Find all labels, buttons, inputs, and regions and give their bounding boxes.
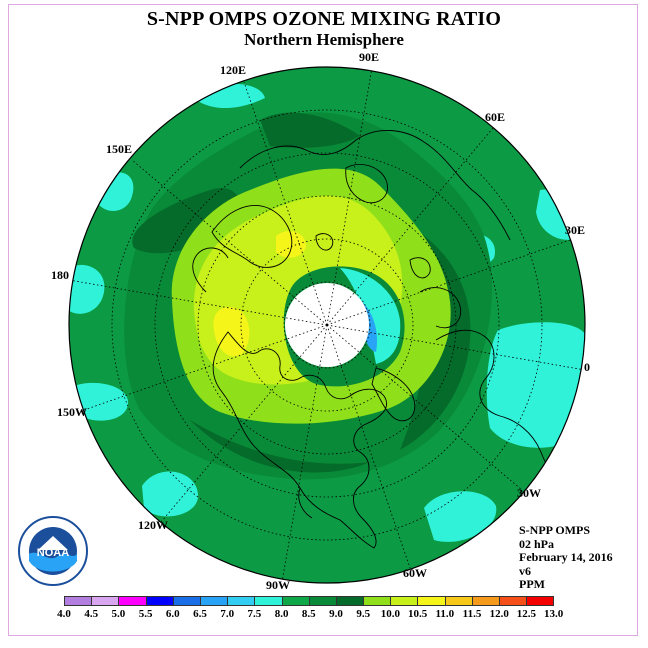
colorbar-swatch	[227, 596, 256, 606]
colorbar-swatch	[499, 596, 528, 606]
map-boundary	[68, 66, 586, 584]
ozone-contour-9	[190, 420, 370, 473]
colorbar-swatch	[172, 596, 201, 606]
colorbar-tick-label: 6.0	[165, 608, 180, 620]
longitude-label-60w: 60W	[403, 566, 427, 580]
longitude-label-150e: 150E	[106, 142, 133, 156]
ozone-patch-7.5-8	[486, 322, 585, 448]
noaa-logo: NOAA	[18, 516, 88, 586]
colorbar-swatch	[199, 596, 229, 606]
pressure-level-text: 02 hPa	[519, 536, 555, 551]
colorbar-tick-label: 5.0	[111, 608, 126, 620]
units-text: PPM	[519, 577, 545, 591]
version-text: v6	[519, 563, 531, 578]
colorbar-tick-label: 13.0	[543, 608, 564, 620]
map-subtitle: Northern Hemisphere	[244, 30, 404, 49]
coastlines	[192, 130, 577, 549]
longitude-label-60e: 60E	[485, 110, 506, 124]
colorbar-swatch	[363, 596, 392, 606]
colorbar-tick-label: 10.5	[407, 608, 428, 620]
ozone-patch-7.5-8	[424, 491, 497, 542]
longitude-label-90e: 90E	[359, 50, 380, 64]
colorbar-swatch	[91, 596, 120, 606]
latitude-circles	[111, 109, 543, 541]
colorbar-swatch	[335, 596, 365, 606]
ozone-patch-7.5-8	[69, 265, 105, 314]
colorbar-tick-label: 4.5	[84, 608, 99, 620]
colorbar-swatch	[64, 596, 93, 606]
colorbar-swatch	[254, 596, 283, 606]
longitude-label-30e: 30E	[565, 223, 586, 237]
colorbar-swatch	[417, 596, 446, 606]
meridians	[69, 67, 585, 583]
colorbar-tick-label: 8.0	[274, 608, 289, 620]
colorbar-tick-label: 5.5	[138, 608, 153, 620]
ozone-patch-7.5-8	[90, 172, 134, 211]
colorbar-swatch	[118, 596, 147, 606]
colorbar-swatch	[308, 596, 337, 606]
ozone-max-10-10.5	[276, 231, 306, 258]
colorbar-swatch	[444, 596, 473, 606]
noaa-logo-text: NOAA	[37, 547, 69, 559]
ozone-contour-9	[260, 112, 360, 148]
longitude-label-180: 180	[51, 268, 69, 282]
ozone-patch-7.5-8	[142, 471, 199, 517]
info-block: S-NPP OMPS 02 hPa February 14, 2016 v6 P…	[519, 523, 613, 592]
colorbar-tick-label: 12.5	[516, 608, 537, 620]
colorbar-swatch	[145, 596, 174, 606]
ozone-max-10-10.5	[213, 306, 250, 357]
colorbar-swatch	[281, 596, 310, 606]
colorbar-tick-label: 8.5	[301, 608, 316, 620]
colorbar-tick-label: 11.5	[462, 608, 482, 620]
colorbar-swatch	[526, 596, 555, 606]
colorbar-tick-label: 9.5	[356, 608, 371, 620]
colorbar-tick-label: 12.0	[489, 608, 509, 620]
colorbar-tick-label: 6.5	[193, 608, 207, 620]
instrument-text: S-NPP OMPS	[519, 523, 590, 537]
figure-border	[8, 4, 638, 636]
longitude-label-120w: 120W	[138, 518, 168, 532]
longitude-label-150w: 150W	[57, 405, 87, 419]
colorbar	[64, 596, 555, 606]
colorbar-tick-label: 9.0	[329, 608, 343, 620]
date-text: February 14, 2016	[519, 550, 613, 564]
longitude-label-30w: 30W	[517, 486, 541, 500]
colorbar-tick-label: 7.0	[220, 608, 235, 620]
colorbar-swatch	[390, 596, 419, 606]
ozone-patch-7.5-8	[74, 382, 129, 421]
colorbar-swatch	[471, 596, 500, 606]
colorbar-tick-label: 7.5	[247, 608, 262, 620]
longitude-label-0: 0	[584, 360, 590, 374]
colorbar-tick-label: 11.0	[435, 608, 455, 620]
colorbar-tick-label: 4.0	[57, 608, 71, 620]
map-title: S-NPP OMPS OZONE MIXING RATIO	[146, 8, 502, 30]
longitude-label-90w: 90W	[266, 578, 290, 592]
colorbar-tick-label: 10.0	[380, 608, 401, 620]
longitude-label-120e: 120E	[220, 63, 247, 77]
